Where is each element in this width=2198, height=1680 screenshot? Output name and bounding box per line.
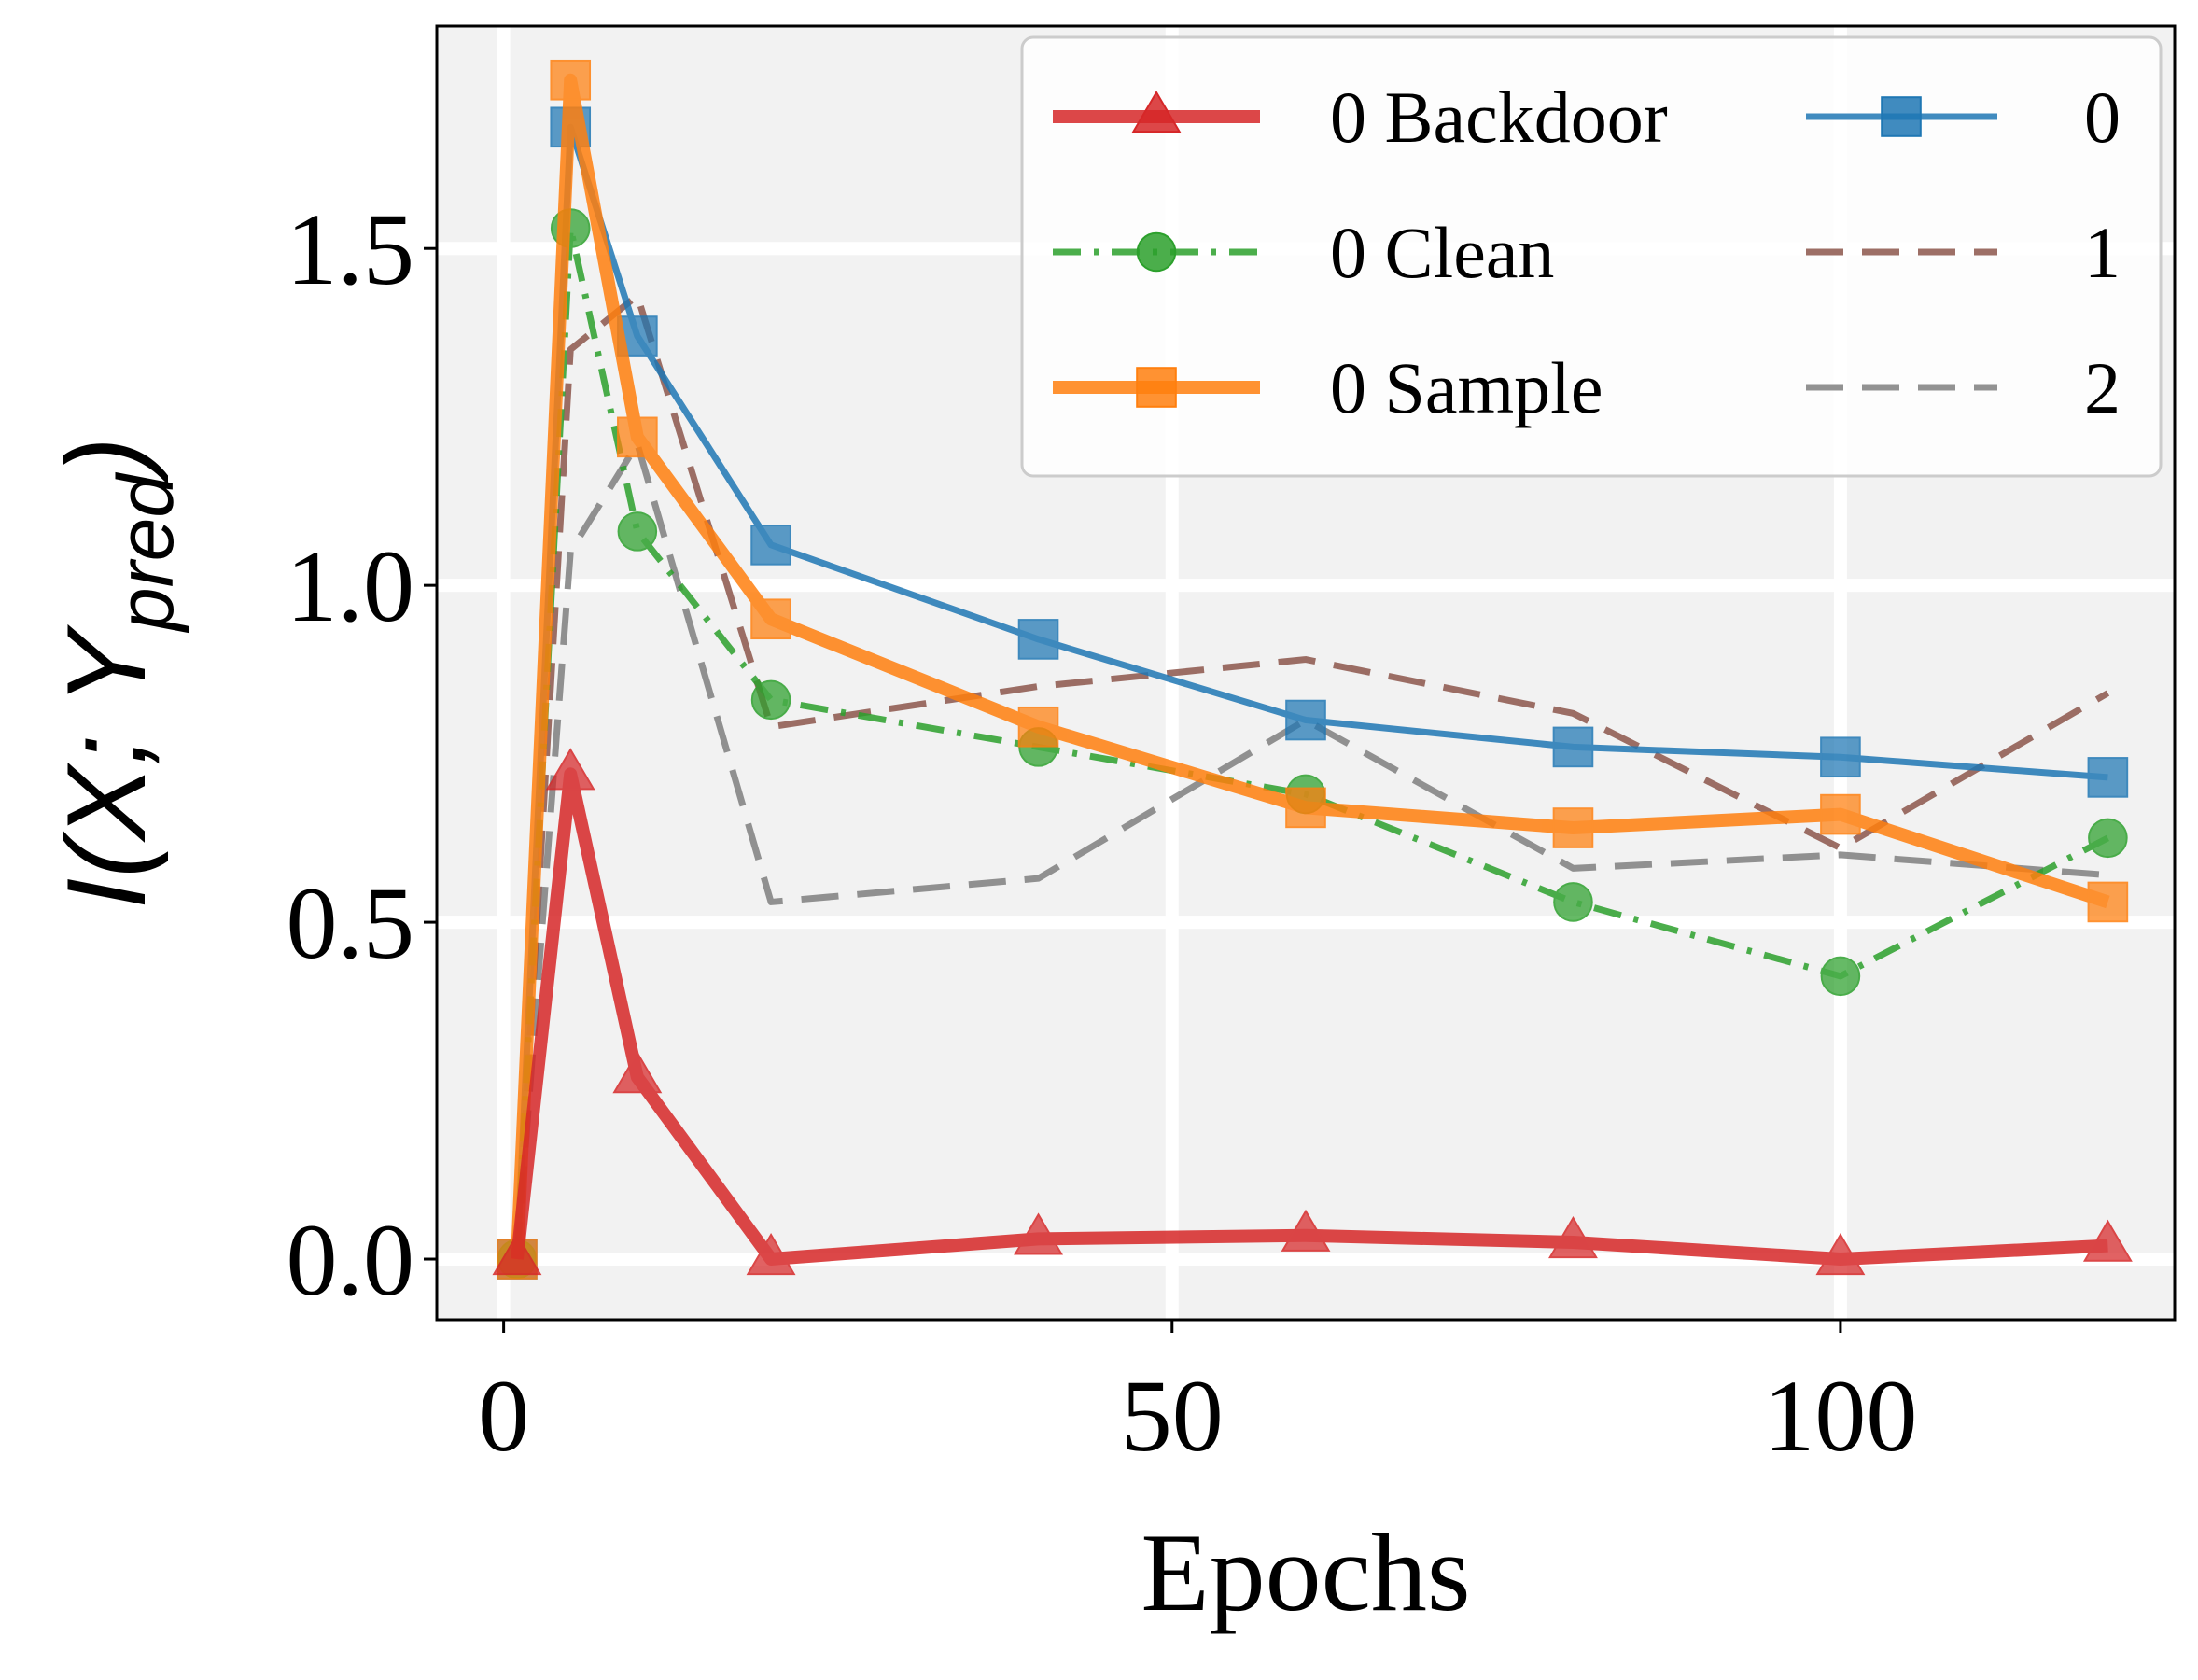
series-0-sample	[497, 59, 2129, 1280]
data-point	[1552, 807, 1594, 848]
data-point	[1820, 736, 1861, 778]
data-point	[2087, 881, 2129, 923]
series-line	[513, 441, 2108, 1260]
data-point	[612, 1051, 663, 1094]
data-point	[750, 525, 791, 566]
y-tick-label: 0.0	[287, 1203, 415, 1317]
x-tick-label: 100	[1763, 1359, 1917, 1473]
y-axis-title-main: I(X; Y	[44, 623, 169, 909]
data-point	[750, 679, 791, 721]
data-point	[1014, 1212, 1063, 1255]
data-point	[1820, 956, 1861, 997]
data-point	[1285, 699, 1326, 741]
y-tick-label: 0.5	[287, 866, 415, 980]
data-point	[1017, 619, 1059, 660]
legend-marker	[1881, 96, 1922, 137]
legend-marker	[1131, 91, 1182, 133]
data-point	[1281, 1209, 1331, 1252]
data-point	[1553, 882, 1593, 922]
data-point	[617, 416, 658, 458]
data-point	[1552, 726, 1594, 768]
data-point	[1815, 1233, 1866, 1276]
axis-ticks: 0 50 100 0.0 0.5 1.0 1.5	[287, 192, 1918, 1473]
data-point	[1285, 787, 1326, 829]
data-point	[545, 748, 595, 791]
data-point	[1820, 793, 1861, 835]
data-point	[2087, 757, 2129, 798]
data-point	[2082, 1219, 2133, 1262]
data-point	[617, 511, 658, 552]
data-point	[750, 598, 791, 640]
data-point	[2088, 818, 2128, 859]
data-point	[1548, 1216, 1598, 1259]
legend-label: 0	[2084, 77, 2121, 158]
legend-label: 0 Sample	[1330, 347, 1603, 428]
legend-label: 0 Clean	[1330, 212, 1554, 293]
x-axis-title: Epochs	[1141, 1510, 1470, 1634]
data-point	[1017, 706, 1059, 748]
y-axis-title: I(X; Ypred)	[44, 437, 189, 909]
plot-frame	[435, 24, 2177, 1322]
legend-box	[1020, 35, 2163, 478]
x-tick-label: 0	[478, 1359, 529, 1473]
x-tick-label: 50	[1121, 1359, 1224, 1473]
data-series	[492, 59, 2133, 1280]
y-axis-title-subscript: pred	[102, 472, 189, 634]
series-2	[513, 441, 2108, 1260]
legend: 0 Backdoor 0 Clean 0 Sample 0 1 2	[1020, 35, 2163, 478]
legend-label: 2	[2084, 347, 2121, 428]
data-point	[746, 1233, 796, 1276]
legend-label: 1	[2084, 212, 2121, 293]
y-tick-label: 1.0	[287, 529, 415, 643]
y-tick-label: 1.5	[287, 192, 415, 306]
series-0-backdoor	[492, 748, 2133, 1276]
legend-marker	[1136, 231, 1177, 273]
legend-marker	[1136, 367, 1177, 408]
data-point	[550, 59, 592, 101]
legend-label: 0 Backdoor	[1330, 77, 1668, 158]
data-point	[492, 1233, 542, 1276]
